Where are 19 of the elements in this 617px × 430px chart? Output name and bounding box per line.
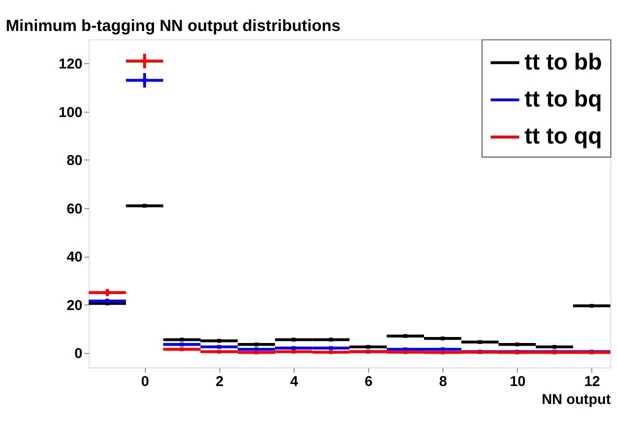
x-tick-label: 2 xyxy=(216,374,224,390)
x-tick-label: 12 xyxy=(584,374,600,390)
chart-title: Minimum b-tagging NN output distributions xyxy=(6,17,341,36)
y-tick-label: 100 xyxy=(58,104,83,121)
y-tick-label: 60 xyxy=(66,201,83,218)
y-tick-label: 40 xyxy=(66,250,83,266)
y-tick-label: 20 xyxy=(66,298,83,314)
x-tick-label: 4 xyxy=(290,374,298,390)
x-tick-label: 0 xyxy=(141,374,150,390)
legend-label: tt to bb xyxy=(524,48,602,74)
y-tick-label: 0 xyxy=(74,346,83,362)
x-tick-label: 8 xyxy=(439,374,448,390)
y-tick-label: 80 xyxy=(66,153,83,170)
legend-label: tt to bq xyxy=(524,86,602,112)
legend-label: tt to qq xyxy=(524,122,602,149)
x-tick-label: 6 xyxy=(364,374,373,390)
x-tick-label: 10 xyxy=(510,374,526,390)
x-axis-title: NN output xyxy=(542,392,612,408)
y-tick-label: 120 xyxy=(58,56,83,73)
